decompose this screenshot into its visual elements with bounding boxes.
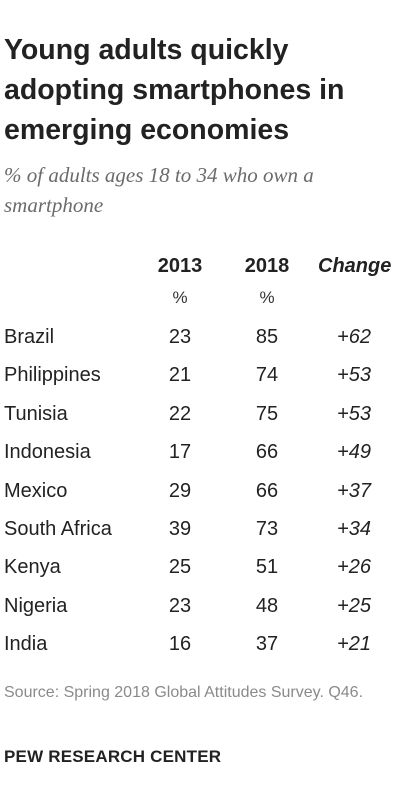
table-row: India 16 37 +21 [0, 625, 400, 663]
chart-subtitle: % of adults ages 18 to 34 who own a smar… [4, 163, 314, 217]
country-name: South Africa [4, 518, 112, 540]
country-name: Brazil [4, 326, 55, 348]
table-row: South Africa 39 73 +34 [0, 510, 400, 548]
country-name: Mexico [4, 479, 68, 502]
value-2018: 51 [255, 556, 279, 579]
column-header-2018: 2018 [244, 255, 290, 277]
table-row: Kenya 25 51 +26 [0, 548, 400, 586]
change-value: +53 [337, 364, 371, 387]
table-row: Philippines 21 74 +53 [0, 356, 400, 394]
value-2018: 73 [255, 518, 279, 540]
column-header-2013: 2013 [157, 255, 203, 277]
country-name: Philippines [4, 364, 101, 387]
value-2018: 74 [255, 364, 279, 387]
country-name: Tunisia [4, 402, 68, 425]
change-value: +21 [337, 633, 371, 656]
value-2013: 17 [168, 441, 192, 464]
change-value: +26 [337, 556, 371, 579]
unit-label-2018: % [259, 288, 275, 307]
unit-label-2013: % [172, 288, 188, 307]
value-2018: 66 [255, 479, 279, 502]
value-2013: 21 [168, 364, 192, 387]
value-2013: 23 [168, 594, 192, 617]
country-name: Indonesia [4, 441, 91, 464]
change-value: +49 [337, 441, 371, 464]
country-name: Nigeria [4, 594, 68, 617]
change-value: +62 [337, 326, 371, 348]
value-2018: 85 [255, 326, 279, 348]
value-2018: 48 [255, 594, 279, 617]
value-2013: 29 [168, 479, 192, 502]
table-row: Tunisia 22 75 +53 [0, 395, 400, 433]
value-2013: 25 [168, 556, 192, 579]
value-2013: 39 [168, 518, 192, 540]
credit-logo-text: PEW RESEARCH CENTER [4, 747, 222, 766]
change-value: +34 [337, 518, 371, 540]
table-row: Nigeria 23 48 +25 [0, 587, 400, 625]
source-note: Source: Spring 2018 Global Attitudes Sur… [4, 684, 364, 701]
value-2018: 75 [255, 402, 279, 425]
value-2013: 23 [168, 326, 192, 348]
table-row: Indonesia 17 66 +49 [0, 433, 400, 471]
value-2013: 16 [168, 633, 192, 656]
value-2018: 66 [255, 441, 279, 464]
table-row: Mexico 29 66 +37 [0, 472, 400, 510]
column-header-change: Change [318, 255, 392, 277]
table-row: Brazil 23 85 +62 [0, 318, 400, 356]
change-value: +37 [337, 479, 371, 502]
value-2013: 22 [168, 402, 192, 425]
change-value: +25 [337, 594, 371, 617]
value-2018: 37 [255, 633, 279, 656]
chart-title: Young adults quickly adopting smartphone… [4, 34, 345, 146]
country-name: Kenya [4, 556, 61, 579]
country-name: India [4, 633, 48, 656]
change-value: +53 [337, 402, 371, 425]
